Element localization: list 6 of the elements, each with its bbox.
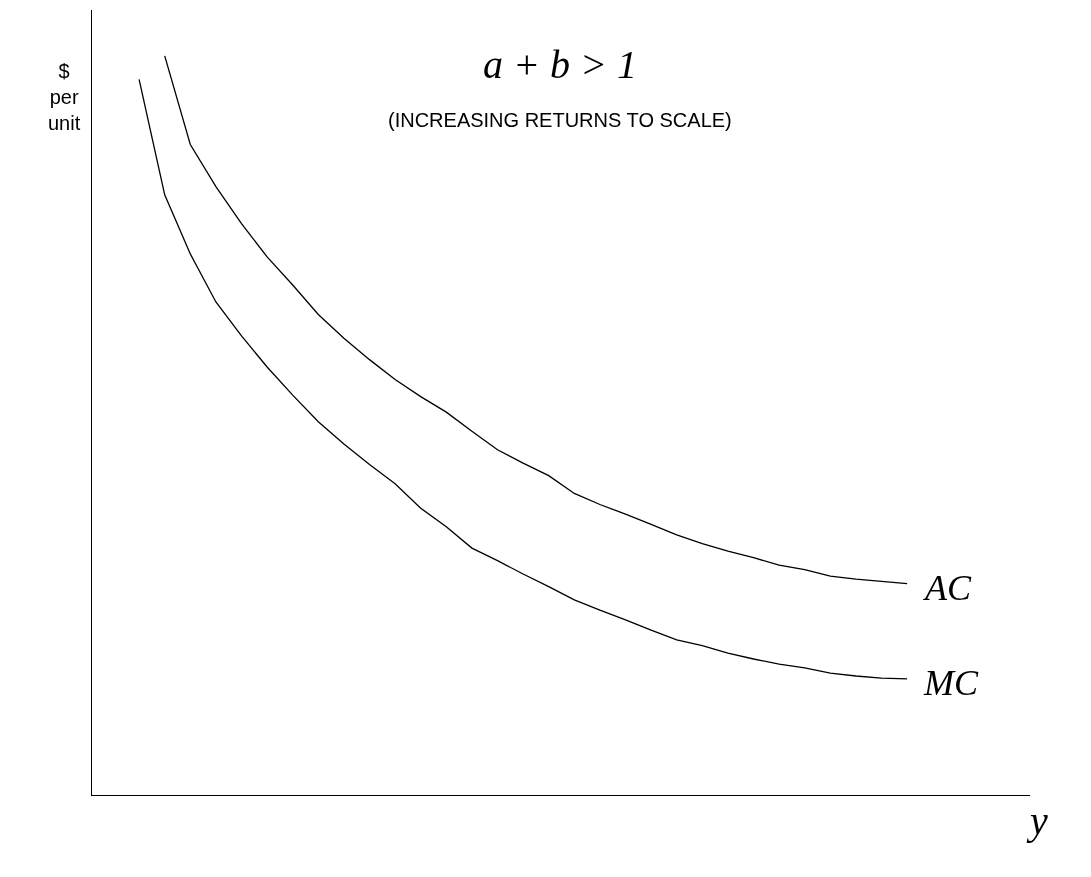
chart-title: a + b > 1 <box>483 42 637 87</box>
series-label: MC <box>923 663 979 703</box>
y-axis-title: $ per unit <box>48 60 81 134</box>
text: (INCREASING RETURNS TO SCALE) <box>388 109 732 131</box>
series-label: AC <box>923 568 972 608</box>
x-axis-title: y <box>1026 798 1048 843</box>
